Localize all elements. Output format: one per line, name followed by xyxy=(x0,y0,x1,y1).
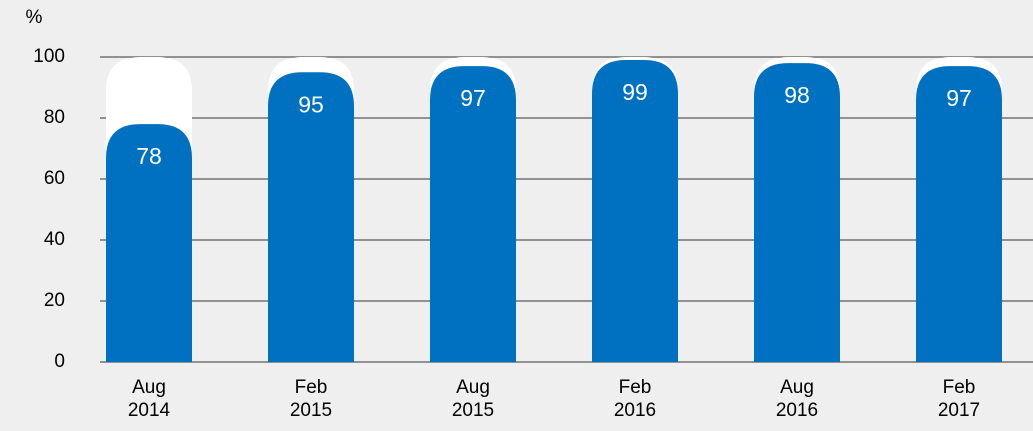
value-label: 95 xyxy=(298,91,324,117)
x-tick-label: Aug 2014 xyxy=(127,377,171,421)
y-tick-label: 100 xyxy=(33,46,65,67)
value-label: 97 xyxy=(460,85,486,111)
x-tick-label: Aug 2015 xyxy=(451,377,495,421)
bar xyxy=(268,72,354,362)
y-tick-label: 40 xyxy=(44,229,65,250)
bar xyxy=(592,60,678,363)
value-label: 99 xyxy=(622,79,648,105)
bar xyxy=(106,124,192,362)
y-axis-label: % xyxy=(26,7,43,28)
bar xyxy=(916,66,1002,363)
bar xyxy=(754,63,840,362)
x-tick-label: Feb 2015 xyxy=(289,377,333,421)
value-label: 97 xyxy=(946,85,972,111)
x-tick-label: Aug 2016 xyxy=(775,377,819,421)
x-tick-label: Feb 2016 xyxy=(613,377,657,421)
value-label: 78 xyxy=(136,143,162,169)
value-label: 98 xyxy=(784,82,810,108)
x-tick-label: Feb 2017 xyxy=(937,377,981,421)
y-tick-label: 60 xyxy=(44,168,65,189)
y-tick-label: 0 xyxy=(54,351,65,372)
y-tick-label: 80 xyxy=(44,107,65,128)
bar xyxy=(430,66,516,363)
y-tick-label: 20 xyxy=(44,290,65,311)
